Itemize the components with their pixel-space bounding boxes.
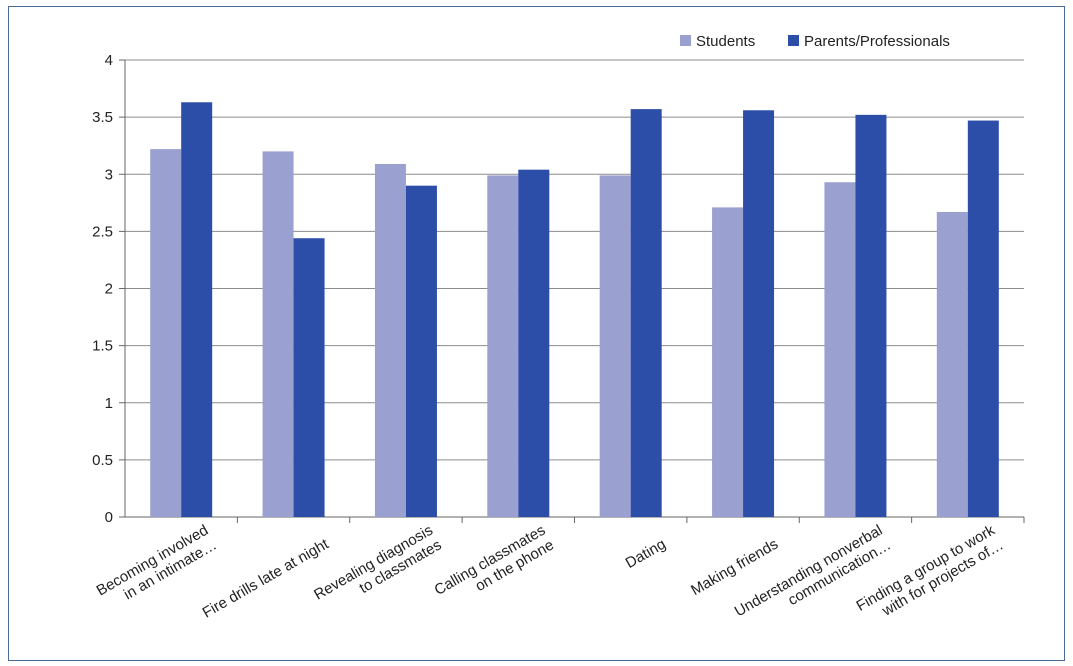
y-tick-label: 1 <box>105 395 113 412</box>
bar-parents-professionals <box>630 109 662 517</box>
category-label: Becoming involvedin an intimate… <box>94 522 220 614</box>
category-label: Fire drills late at night <box>200 535 333 621</box>
y-tick-label: 2 <box>105 281 113 298</box>
bar-parents-professionals <box>518 169 550 517</box>
bar-parents-professionals <box>293 238 325 518</box>
bar-parents-professionals <box>967 120 999 518</box>
bar-students <box>150 149 182 518</box>
y-tick-label: 0.5 <box>92 452 113 469</box>
bar-students <box>824 182 856 517</box>
bar-students <box>487 175 519 517</box>
legend-label: Students <box>696 33 755 50</box>
bar-students <box>262 151 294 517</box>
category-label: Revealing diagnosisto classmates <box>311 522 444 619</box>
category-label-line: Dating <box>623 536 669 572</box>
legend-swatch <box>788 35 799 46</box>
legend-label: Parents/Professionals <box>804 33 950 50</box>
y-tick-label: 0 <box>105 509 113 526</box>
y-tick-label: 2.5 <box>92 223 113 240</box>
bar-parents-professionals <box>405 185 437 518</box>
bar-parents-professionals <box>743 110 775 518</box>
bar-parents-professionals <box>855 114 887 517</box>
y-tick-label: 4 <box>105 52 113 69</box>
bar-students <box>374 163 406 517</box>
category-label: Dating <box>623 536 669 572</box>
chart-frame: 0 0.5 1 1.5 2 2.5 3 3.5 4 Becoming involvedin an … <box>8 6 1065 661</box>
bar-students <box>599 175 631 517</box>
y-tick-label: 3 <box>105 166 113 183</box>
bar-students <box>936 211 968 517</box>
category-label: Understanding nonverbalcommunication… <box>732 522 894 635</box>
y-tick-label: 1.5 <box>92 338 113 355</box>
bar-chart: 0 0.5 1 1.5 2 2.5 3 3.5 4 Becoming involvedin an … <box>92 33 1025 635</box>
category-label: Calling classmateson the phone <box>432 522 557 614</box>
y-tick-label: 3.5 <box>92 109 113 126</box>
category-label-line: Fire drills late at night <box>200 535 333 621</box>
bar-parents-professionals <box>181 102 213 518</box>
legend-swatch <box>680 35 691 46</box>
bar-students <box>712 207 744 517</box>
